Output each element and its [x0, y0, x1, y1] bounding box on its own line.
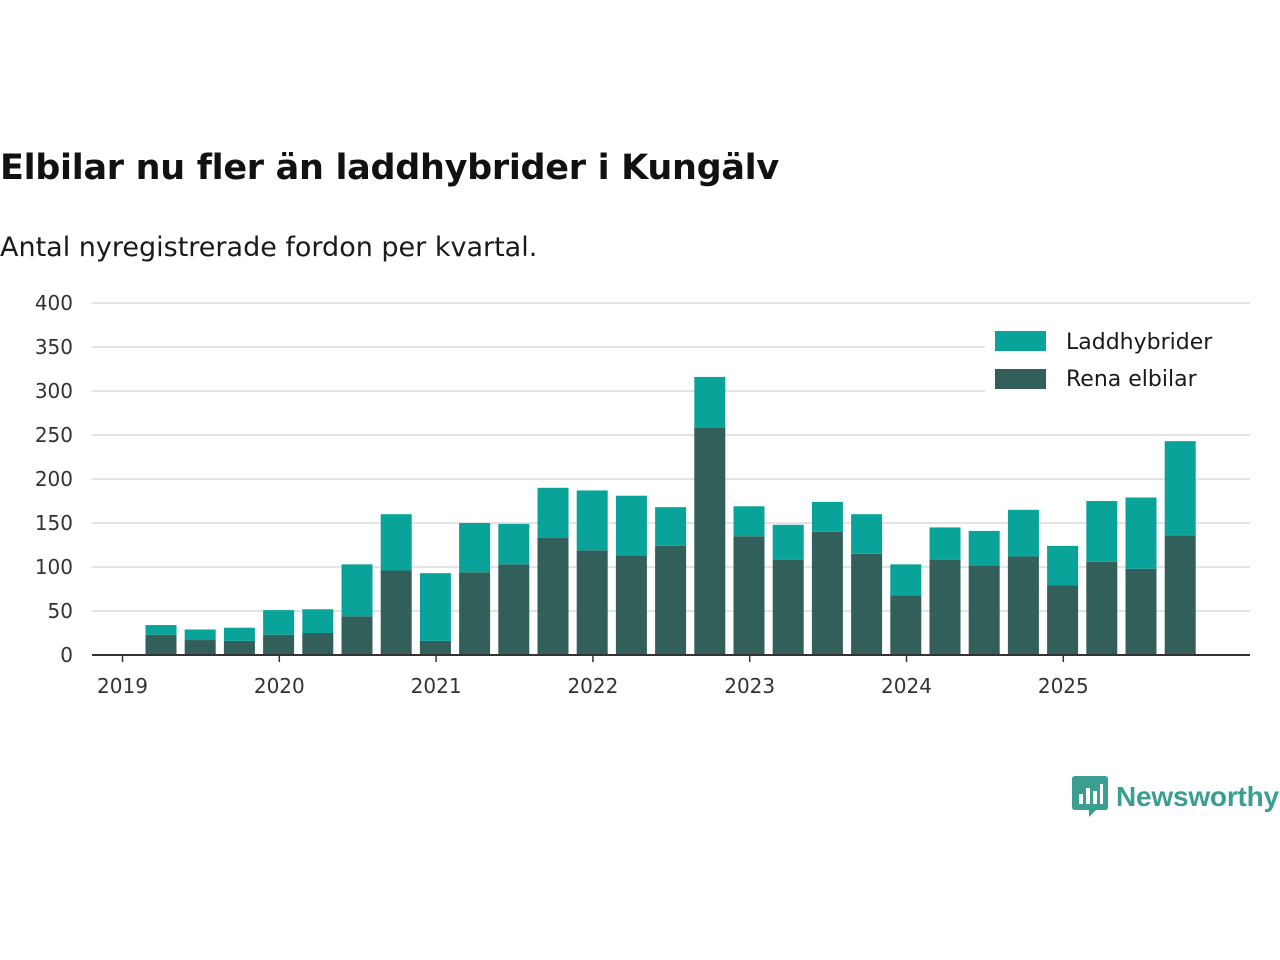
bar-rena-elbilar-2023-Q3: [811, 531, 843, 655]
bar-rena-elbilar-2024-Q2: [929, 559, 961, 655]
bar-rena-elbilar-2024-Q1: [890, 595, 922, 655]
bar-laddhybrider-2020-Q4: [380, 514, 412, 571]
bar-rena-elbilar-2019-Q4: [223, 640, 255, 655]
bar-rena-elbilar-2020-Q1: [263, 634, 295, 655]
bar-rena-elbilar-2024-Q4: [1007, 556, 1039, 655]
y-tick-label-200: 200: [35, 467, 73, 491]
bar-rena-elbilar-2025-Q3: [1125, 568, 1157, 655]
y-tick-label-0: 0: [60, 643, 73, 667]
x-tick-label-2021: 2021: [411, 674, 462, 698]
bar-laddhybrider-2022-Q4: [694, 376, 726, 428]
bar-laddhybrider-2024-Q1: [890, 564, 922, 596]
chart-title: Elbilar nu fler än laddhybrider i Kungäl…: [0, 148, 779, 188]
bar-rena-elbilar-2022-Q3: [655, 545, 687, 655]
bar-rena-elbilar-2021-Q2: [459, 572, 491, 655]
x-tick-label-2023: 2023: [724, 674, 775, 698]
legend-label-rena-elbilar: Rena elbilar: [1066, 367, 1198, 392]
y-tick-label-350: 350: [35, 335, 73, 359]
bar-rena-elbilar-2022-Q1: [576, 550, 608, 655]
bar-laddhybrider-2025-Q1: [1047, 545, 1079, 586]
x-tick-label-2020: 2020: [254, 674, 305, 698]
bar-rena-elbilar-2020-Q2: [302, 633, 334, 655]
legend-label-laddhybrider: Laddhybrider: [1066, 330, 1213, 355]
bar-laddhybrider-2023-Q3: [811, 501, 843, 532]
bar-laddhybrider-2023-Q2: [772, 524, 804, 560]
bar-laddhybrider-2023-Q1: [733, 506, 765, 537]
legend-swatch-rena-elbilar: [995, 369, 1046, 389]
bar-laddhybrider-2025-Q2: [1086, 501, 1118, 562]
bar-rena-elbilar-2024-Q3: [968, 565, 1000, 655]
bar-laddhybrider-2024-Q4: [1007, 509, 1039, 557]
bar-laddhybrider-2021-Q1: [419, 573, 451, 641]
bar-laddhybrider-2020-Q2: [302, 609, 334, 633]
legend-swatch-laddhybrider: [995, 331, 1046, 351]
y-tick-label-100: 100: [35, 555, 73, 579]
bar-laddhybrider-2020-Q1: [263, 610, 295, 635]
bar-rena-elbilar-2020-Q4: [380, 570, 412, 655]
bar-rena-elbilar-2025-Q2: [1086, 561, 1118, 655]
bar-laddhybrider-2021-Q2: [459, 523, 491, 573]
y-tick-label-50: 50: [48, 599, 73, 623]
bar-laddhybrider-2025-Q3: [1125, 497, 1157, 569]
bar-rena-elbilar-2021-Q3: [498, 564, 530, 655]
x-tick-label-2025: 2025: [1038, 674, 1089, 698]
bar-rena-elbilar-2022-Q2: [615, 555, 647, 655]
y-tick-label-250: 250: [35, 423, 73, 447]
bar-rena-elbilar-2025-Q1: [1047, 585, 1079, 655]
bar-rena-elbilar-2021-Q4: [537, 537, 569, 655]
bar-laddhybrider-2020-Q3: [341, 564, 373, 617]
bar-laddhybrider-2023-Q4: [851, 514, 883, 554]
chart-subtitle: Antal nyregistrerade fordon per kvartal.: [0, 232, 538, 263]
y-tick-label-300: 300: [35, 379, 73, 403]
bar-laddhybrider-2024-Q3: [968, 530, 1000, 566]
bar-laddhybrider-2021-Q3: [498, 523, 530, 565]
bar-laddhybrider-2022-Q3: [655, 507, 687, 546]
bar-laddhybrider-2019-Q3: [184, 629, 216, 641]
bar-rena-elbilar-2019-Q2: [145, 634, 177, 655]
newsworthy-logo-text: Newsworthy: [1116, 781, 1279, 812]
y-axis-ticks: 0 50 100 150 200 250 300 350 400: [35, 291, 73, 667]
bar-rena-elbilar-2022-Q4: [694, 427, 726, 655]
x-axis: 2019 2020 2021 2022 2023 2024 2025: [92, 654, 1250, 698]
x-tick-label-2022: 2022: [567, 674, 618, 698]
y-tick-label-400: 400: [35, 291, 73, 315]
bar-rena-elbilar-2023-Q1: [733, 536, 765, 655]
bar-rena-elbilar-2025-Q4: [1164, 535, 1196, 655]
x-tick-label-2024: 2024: [881, 674, 932, 698]
bar-laddhybrider-2021-Q4: [537, 487, 569, 538]
bar-chart: 0 50 100 150 200 250 300 350 400 2019 2020 2021 202…: [35, 291, 1250, 698]
bar-laddhybrider-2025-Q4: [1164, 441, 1196, 536]
bar-rena-elbilar-2020-Q3: [341, 616, 373, 655]
x-tick-label-2019: 2019: [97, 674, 148, 698]
bar-laddhybrider-2024-Q2: [929, 527, 961, 560]
y-tick-label-150: 150: [35, 511, 73, 535]
bar-laddhybrider-2022-Q2: [615, 495, 647, 556]
bar-laddhybrider-2019-Q4: [223, 627, 255, 641]
bar-laddhybrider-2019-Q2: [145, 625, 177, 635]
legend: Laddhybrider Rena elbilar: [985, 322, 1250, 398]
bar-rena-elbilar-2023-Q4: [851, 553, 883, 655]
bar-rena-elbilar-2021-Q1: [419, 640, 451, 655]
newsworthy-logo: Newsworthy: [1072, 776, 1279, 818]
bar-rena-elbilar-2019-Q3: [184, 640, 216, 655]
bar-laddhybrider-2022-Q1: [576, 490, 608, 551]
bars: [145, 376, 1196, 655]
bar-rena-elbilar-2023-Q2: [772, 559, 804, 655]
newsworthy-logo-icon: [1072, 776, 1108, 817]
